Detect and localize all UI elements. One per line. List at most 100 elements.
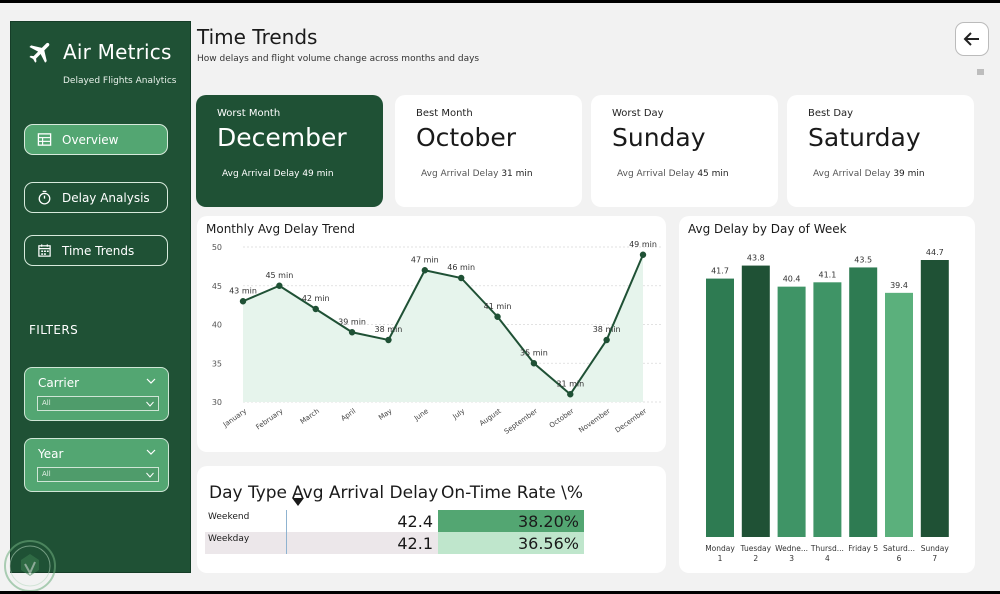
sidebar: Air Metrics Delayed Flights Analytics Ov… [10,21,191,573]
filters-heading: FILTERS [29,323,79,337]
data-label: 43 min [229,286,257,295]
arrow-left-icon [963,32,979,46]
data-point [494,313,501,320]
kpi-footer: Avg Arrival Delay 31 min [421,169,533,179]
x-tick-label: September [503,407,539,436]
data-label: 35 min [520,348,548,357]
kpi-footer-value: 49 min [302,169,334,179]
nav-time-trends-label: Time Trends [62,243,135,258]
x-tick-label: Monday [705,544,735,553]
table-header-day-type[interactable]: Day Type [209,483,288,503]
x-tick-label: 6 [897,554,902,563]
table-row[interactable] [205,532,438,554]
x-tick-label: December [614,407,648,434]
column-divider [286,510,287,554]
chevron-down-icon[interactable] [146,448,156,456]
x-tick-label: January [221,407,248,429]
data-point [603,336,610,344]
data-label: 38 min [375,325,403,334]
series-line [242,254,644,396]
data-label: 47 min [411,255,439,264]
kpi-label: Best Day [808,108,854,119]
bar-value-label: 43.8 [747,254,765,263]
kpi-value: October [416,123,517,152]
kpi-value: Sunday [612,123,706,152]
table-icon [37,133,52,146]
nav-delay-analysis-label: Delay Analysis [62,190,150,205]
chevron-down-icon[interactable] [146,377,156,385]
chevron-down-icon [146,401,154,407]
day-type-table: Day Type Avg Arrival Delay On-Time Rate … [197,466,666,573]
back-button[interactable] [955,22,989,56]
table-row[interactable] [205,510,438,532]
line-chart-title: Monthly Avg Delay Trend [206,222,355,236]
x-tick-label: 1 [718,554,723,563]
year-select-value: All [42,470,51,478]
bar-value-label: 41.7 [711,267,729,276]
y-tick-label: 30 [212,398,222,407]
kpi-footer: Avg Arrival Delay 39 min [813,169,925,179]
menu-icon[interactable] [977,69,984,75]
data-label: 49 min [629,240,657,249]
x-tick-label: Tuesday [740,544,772,553]
table-cell-on-time: 36.56% [517,534,579,553]
line-area [243,254,643,402]
data-point [312,305,319,313]
data-point [530,360,538,367]
x-tick-label: Sunday [921,544,950,553]
on-time-rate-bar [438,510,584,532]
bar-value-label: 41.1 [818,270,836,279]
kpi-label: Best Month [416,108,473,119]
x-tick-label: Wedne... [775,544,808,553]
kpi-worst-day: Worst Day Sunday Avg Arrival Delay 45 mi… [591,95,778,207]
table-header-on-time-rate[interactable]: On-Time Rate \% [441,483,584,503]
page-subtitle: How delays and flight volume change acro… [197,54,480,64]
year-filter[interactable]: Year All [24,438,169,492]
brand-subtitle: Delayed Flights Analytics [63,76,177,86]
chevron-down-icon [146,472,154,478]
bar-chart-title: Avg Delay by Day of Week [688,222,847,236]
data-label: 45 min [265,271,293,280]
carrier-filter-title: Carrier [38,376,80,390]
bar [920,260,949,537]
bar-value-label: 40.4 [783,275,801,284]
monthly-delay-panel: Monthly Avg Delay Trend 30 35 40 45 50 43 min… [197,216,666,452]
kpi-worst-month: Worst Month December Avg Arrival Delay 4… [196,95,383,207]
year-select[interactable]: All [37,467,159,482]
sort-descending-icon[interactable] [292,498,304,506]
x-tick-label: October [548,407,576,430]
nav-overview-button[interactable]: Overview [24,124,168,155]
x-tick-label: November [577,407,612,435]
kpi-label: Worst Month [217,108,281,119]
x-tick-label: May [377,407,393,422]
table-cell-delay: 42.1 [397,534,433,553]
data-point [567,391,574,398]
x-tick-label: August [478,407,503,428]
watermark-logo-icon [4,540,56,591]
brand-title: Air Metrics [63,40,172,64]
data-label: 39 min [338,317,366,326]
kpi-footer-value: 45 min [697,169,729,179]
year-filter-title: Year [38,447,64,461]
table-header-avg-delay[interactable]: Avg Arrival Delay [292,483,439,503]
y-tick-label: 35 [212,359,222,368]
data-label: 42 min [302,294,330,303]
app-frame: Air Metrics Delayed Flights Analytics Ov… [0,3,1000,591]
nav-overview-label: Overview [62,132,119,147]
on-time-rate-bar [438,532,584,554]
data-point [457,274,465,282]
kpi-value: Saturday [808,123,921,152]
day-of-week-panel: Avg Delay by Day of Week 41.7 Monday 1 43.8… [679,216,975,573]
carrier-filter[interactable]: Carrier All [24,367,169,421]
bar-value-label: 44.7 [926,248,944,257]
nav-time-trends-button[interactable]: Time Trends [24,235,168,266]
airplane-icon [29,42,50,63]
nav-delay-analysis-button[interactable]: Delay Analysis [24,182,168,213]
carrier-select[interactable]: All [37,396,159,411]
stopwatch-icon [38,190,51,205]
calendar-icon [38,244,51,257]
bar [813,282,842,537]
kpi-footer: Avg Arrival Delay 49 min [222,169,334,179]
data-point [385,336,392,344]
kpi-label: Worst Day [612,108,664,119]
